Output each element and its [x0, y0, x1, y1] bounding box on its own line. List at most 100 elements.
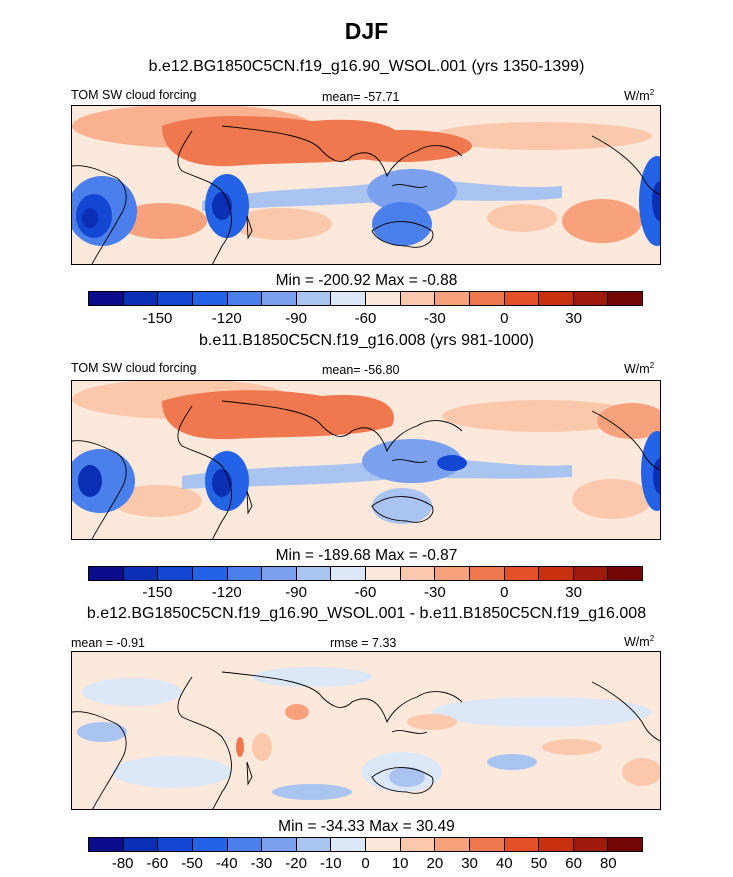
colorbar-swatch	[539, 567, 574, 580]
colorbar-swatch	[262, 838, 297, 851]
colorbar-swatch	[262, 567, 297, 580]
panel-3-rmse: rmse = 7.33	[330, 636, 397, 650]
colorbar-swatch	[296, 567, 332, 580]
colorbar-swatch	[608, 838, 642, 851]
colorbar-tick-label: -60	[354, 310, 377, 327]
colorbar-swatch	[331, 567, 366, 580]
colorbar-tick-label: -30	[424, 310, 446, 327]
colorbar-swatch	[504, 292, 540, 305]
panel-3-field	[72, 652, 660, 809]
colorbar-swatch	[227, 567, 263, 580]
colorbar-swatch	[400, 567, 436, 580]
colorbar-swatch	[400, 292, 436, 305]
panel-2-minmax: Min = -189.68 Max = -0.87	[275, 547, 458, 564]
colorbar-tick-label: 10	[391, 855, 409, 872]
colorbar-tick-label: 30	[565, 584, 582, 601]
colorbar-tick-label: -90	[285, 584, 307, 601]
colorbar-swatch	[573, 567, 609, 580]
colorbar-swatch	[400, 838, 436, 851]
colorbar-tick-label: -10	[319, 855, 342, 872]
colorbar-tick-label: 20	[426, 855, 444, 872]
colorbar-tick-label: 50	[530, 855, 548, 872]
colorbar-tick-label: -150	[142, 584, 173, 601]
colorbar-swatch	[366, 838, 401, 851]
colorbar-tick-label: -80	[111, 855, 134, 872]
colorbar-tick-label: 30	[565, 310, 582, 327]
colorbar-tick-label: 0	[361, 855, 370, 872]
colorbar-swatch	[435, 292, 470, 305]
colorbar-swatch	[192, 292, 228, 305]
figure-title: DJF	[344, 18, 389, 44]
panel-1-mean: mean= -57.71	[322, 90, 400, 104]
panel-3-mean: mean = -0.91	[71, 636, 146, 650]
panel-3-minmax: Min = -34.33 Max = 30.49	[278, 818, 455, 835]
colorbar-swatch	[331, 292, 366, 305]
colorbar-swatch	[123, 292, 159, 305]
colorbar-tick-label: 0	[500, 584, 509, 601]
colorbar-swatch	[331, 838, 366, 851]
colorbar-swatch	[123, 567, 159, 580]
colorbar-swatch	[158, 838, 193, 851]
colorbar-swatch	[296, 838, 332, 851]
colorbar-swatch	[262, 292, 297, 305]
colorbar-tick-label: -150	[142, 310, 173, 327]
colorbar-tick-label: -120	[211, 584, 242, 601]
panel-2-map	[71, 380, 661, 540]
colorbar-tick-label: -30	[424, 584, 446, 601]
colorbar-swatch	[366, 567, 401, 580]
panel-3-title: b.e12.BG1850C5CN.f19_g16.90_WSOL.001 - b…	[86, 605, 647, 622]
panel-3-map	[71, 651, 661, 810]
colorbar-tick-label: -60	[146, 855, 169, 872]
panel-3-colorbar	[88, 837, 643, 852]
colorbar-tick-label: -120	[211, 310, 242, 327]
panel-2-units: W/m2	[624, 361, 655, 377]
panel-2-title: b.e11.B1850C5CN.f19_g16.008 (yrs 981-100…	[198, 332, 535, 349]
colorbar-swatch	[89, 292, 124, 305]
colorbar-swatch	[192, 567, 228, 580]
colorbar-swatch	[89, 838, 124, 851]
panel-2-mean: mean= -56.80	[322, 363, 400, 377]
panel-2-colorbar-ticks: -150 -120 -90 -60 -30 0 30	[88, 584, 643, 602]
colorbar-swatch	[227, 292, 263, 305]
colorbar-tick-label: -30	[250, 855, 273, 872]
colorbar-tick-label: 80	[599, 855, 617, 872]
colorbar-tick-label: 60	[565, 855, 582, 872]
colorbar-swatch	[504, 838, 540, 851]
colorbar-swatch	[296, 292, 332, 305]
colorbar-swatch	[192, 838, 228, 851]
panel-1-colorbar	[88, 291, 643, 306]
panel-2-variable: TOM SW cloud forcing	[71, 361, 197, 375]
panel-3-colorbar-ticks: -80 -60 -50 -40 -30 -20 -10 0 10 20 30 40 50 60 80	[88, 855, 643, 873]
panel-1-field	[72, 106, 660, 264]
colorbar-swatch	[608, 567, 642, 580]
panel-2-colorbar	[88, 566, 643, 581]
panel-2-field	[72, 381, 660, 539]
colorbar-swatch	[89, 567, 124, 580]
colorbar-tick-label: -60	[354, 584, 377, 601]
colorbar-swatch	[227, 838, 263, 851]
colorbar-swatch	[158, 292, 193, 305]
colorbar-swatch	[469, 292, 505, 305]
colorbar-swatch	[123, 838, 159, 851]
colorbar-swatch	[435, 567, 470, 580]
colorbar-swatch	[573, 838, 609, 851]
panel-1-units: W/m2	[624, 88, 655, 104]
colorbar-swatch	[539, 838, 574, 851]
colorbar-tick-label: -90	[285, 310, 307, 327]
colorbar-tick-label: -50	[181, 855, 203, 872]
colorbar-swatch	[366, 292, 401, 305]
colorbar-swatch	[539, 292, 574, 305]
colorbar-tick-label: 40	[495, 855, 513, 872]
colorbar-swatch	[608, 292, 642, 305]
colorbar-tick-label: -20	[285, 855, 307, 872]
colorbar-swatch	[469, 567, 505, 580]
colorbar-tick-label: 30	[461, 855, 478, 872]
colorbar-tick-label: 0	[500, 310, 509, 327]
panel-1-colorbar-ticks: -150 -120 -90 -60 -30 0 30	[88, 310, 643, 328]
colorbar-swatch	[573, 292, 609, 305]
panel-1-map	[71, 105, 661, 265]
colorbar-swatch	[469, 838, 505, 851]
panel-1-title: b.e12.BG1850C5CN.f19_g16.90_WSOL.001 (yr…	[148, 58, 585, 75]
panel-1-variable: TOM SW cloud forcing	[71, 88, 197, 102]
panel-1-minmax: Min = -200.92 Max = -0.88	[275, 272, 458, 289]
